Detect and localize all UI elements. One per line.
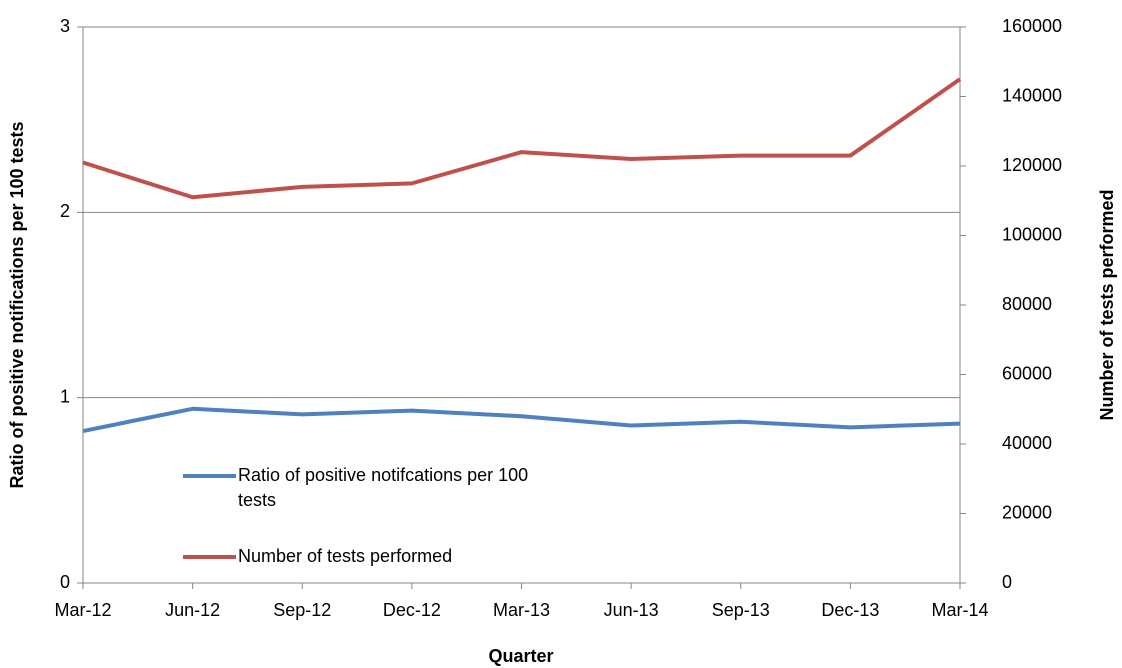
legend-label: Number of tests performed [238,546,453,566]
data-line [82,77,962,200]
y-axis-title: Ratio of positive notifications per 100 … [7,121,27,488]
x-tick-label: Mar-14 [931,600,988,620]
legend-entry: Ratio of positive notifcations per 100 t… [238,465,529,510]
x-tick-label: Dec-12 [383,600,441,620]
y2-tick-label: 140000 [1002,85,1062,105]
y-tick-label: 3 [60,16,70,36]
x-axis-title: Quarter [488,646,553,666]
y2-tick-label: 160000 [1002,16,1062,36]
x-tick-label: Dec-13 [821,600,879,620]
x-tick-label: Mar-13 [493,600,550,620]
x-tick-label: Sep-13 [712,600,770,620]
x-tick-label: Jun-13 [604,600,659,620]
legend-entry: Number of tests performed [238,546,453,566]
y2-tick-label: 0 [1002,572,1012,592]
y-tick-label: 0 [60,572,70,592]
y2-tick-label: 120000 [1002,155,1062,175]
x-tick-label: Jun-12 [165,600,220,620]
x-tick-label: Sep-12 [273,600,331,620]
x-tick-label: Mar-12 [54,600,111,620]
y2-tick-label: 80000 [1002,294,1052,314]
y-tick-label: 1 [60,386,70,406]
legend-label: Ratio of positive notifcations per 100 t… [238,465,529,510]
data-line [82,406,961,433]
y-tick-label: 2 [60,201,70,221]
y2-tick-label: 100000 [1002,224,1062,244]
y2-tick-label: 20000 [1002,502,1052,522]
y2-tick-label: 60000 [1002,363,1052,383]
y2-tick-label: 40000 [1002,433,1052,453]
y2-axis-title: Number of tests performed [1097,189,1117,420]
